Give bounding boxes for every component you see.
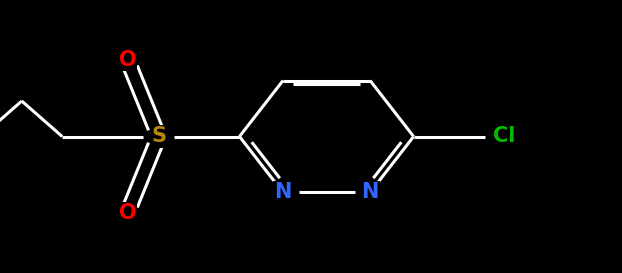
Text: N: N <box>361 182 379 203</box>
Text: O: O <box>119 203 136 223</box>
Text: Cl: Cl <box>493 126 515 147</box>
Text: S: S <box>151 126 166 147</box>
Text: N: N <box>274 182 292 203</box>
Text: O: O <box>119 50 136 70</box>
